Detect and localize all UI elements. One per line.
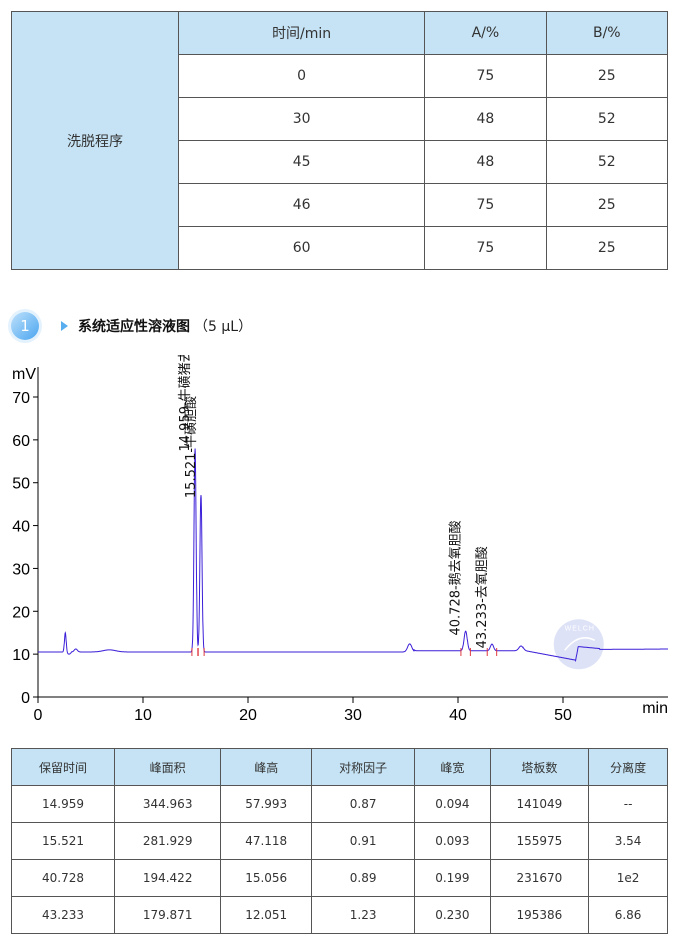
table-cell: 40.728 xyxy=(10,859,116,897)
section-injection-volume: （5 μL） xyxy=(194,319,253,335)
gradient-header-time: 时间/min xyxy=(177,11,426,55)
x-tick-label: 10 xyxy=(134,707,152,724)
y-tick-label: 60 xyxy=(12,433,30,450)
y-tick-label: 50 xyxy=(12,476,30,493)
gradient-cell: 75 xyxy=(424,226,547,270)
results-header: 峰宽 xyxy=(414,748,491,786)
y-tick-label: 70 xyxy=(12,390,30,407)
x-tick-label: 0 xyxy=(34,707,43,724)
x-axis-label: min xyxy=(642,700,668,717)
table-cell: 57.993 xyxy=(220,785,313,823)
table-cell: 6.86 xyxy=(588,896,668,934)
table-cell: 1e2 xyxy=(588,859,668,897)
table-cell: 0.87 xyxy=(311,785,416,823)
y-tick-label: 0 xyxy=(21,690,30,707)
y-tick-label: 20 xyxy=(12,604,30,621)
table-row: 40.728 194.422 15.056 0.89 0.199 231670 … xyxy=(10,859,668,897)
table-cell: 12.051 xyxy=(220,896,313,934)
gradient-cell: 52 xyxy=(545,97,669,141)
gradient-header-row: 洗脱程序 时间/min A/% B/% xyxy=(11,11,669,270)
gradient-cell: 46 xyxy=(177,183,426,227)
results-header: 峰高 xyxy=(220,748,313,786)
results-table: 保留时间 峰面积 峰高 对称因子 峰宽 塔板数 分离度 14.959 344.9… xyxy=(10,748,668,934)
table-cell: 344.963 xyxy=(114,785,222,823)
gradient-cell: 75 xyxy=(424,54,547,98)
table-row: 15.521 281.929 47.118 0.91 0.093 155975 … xyxy=(10,822,668,860)
gradient-header-b: B/% xyxy=(545,11,669,55)
table-cell: 194.422 xyxy=(114,859,222,897)
table-cell: 179.871 xyxy=(114,896,222,934)
results-header: 峰面积 xyxy=(114,748,222,786)
chromatogram-trace xyxy=(38,448,668,663)
table-cell: 281.929 xyxy=(114,822,222,860)
y-tick-label: 10 xyxy=(12,647,30,664)
results-header: 保留时间 xyxy=(10,748,116,786)
x-tick-label: 20 xyxy=(239,707,257,724)
y-tick-label: 30 xyxy=(12,561,30,578)
gradient-cell: 52 xyxy=(545,140,669,184)
x-tick-label: 40 xyxy=(449,707,467,724)
table-cell: 0.89 xyxy=(311,859,416,897)
gradient-row: 0 75 25 xyxy=(12,54,669,98)
gradient-cell: 60 xyxy=(177,226,426,270)
table-row: 43.233 179.871 12.051 1.23 0.230 195386 … xyxy=(10,896,668,934)
gradient-cell: 48 xyxy=(424,140,547,184)
table-cell: 15.056 xyxy=(220,859,313,897)
gradient-cell: 25 xyxy=(545,183,669,227)
table-cell: 155975 xyxy=(489,822,590,860)
table-cell: 43.233 xyxy=(10,896,116,934)
peak-label: 40.728-鹅去氧胆酸 xyxy=(448,520,464,635)
x-tick-label: 30 xyxy=(344,707,362,724)
section-number-badge: 1 xyxy=(11,312,39,340)
table-row: 14.959 344.963 57.993 0.87 0.094 141049 … xyxy=(10,785,668,823)
gradient-row: 45 48 52 xyxy=(12,140,669,184)
watermark-text: WELCH xyxy=(565,625,595,632)
watermark-swoosh xyxy=(564,637,596,651)
table-cell: 0.199 xyxy=(414,859,491,897)
results-header: 分离度 xyxy=(588,748,668,786)
table-cell: 231670 xyxy=(489,859,590,897)
peak-label: 14.959-牛磺猪去氧胆酸 xyxy=(178,355,193,452)
results-header-row: 保留时间 峰面积 峰高 对称因子 峰宽 塔板数 分离度 xyxy=(10,748,668,786)
gradient-table: 洗脱程序 时间/min A/% B/% 0 75 25 30 48 52 45 … xyxy=(11,11,669,270)
gradient-cell: 25 xyxy=(545,226,669,270)
chromatogram-chart: WELCH 0 10 20 30 40 50 60 70 0 10 20 30 40 50 mV min 14.9… xyxy=(12,355,668,724)
peak-label: 43.233-去氧胆酸 xyxy=(475,546,490,648)
gradient-header-a: A/% xyxy=(424,11,547,55)
section-header: 1 系统适应性溶液图 （5 μL） xyxy=(11,308,252,344)
table-cell: 15.521 xyxy=(10,822,116,860)
gradient-row: 60 75 25 xyxy=(12,226,669,270)
table-cell: 47.118 xyxy=(220,822,313,860)
gradient-cell: 0 xyxy=(177,54,426,98)
table-cell: 3.54 xyxy=(588,822,668,860)
play-arrow-icon xyxy=(61,321,68,331)
gradient-cell: 45 xyxy=(177,140,426,184)
gradient-row-label: 洗脱程序 xyxy=(11,11,179,270)
table-cell: 141049 xyxy=(489,785,590,823)
table-cell: 0.093 xyxy=(414,822,491,860)
gradient-cell: 25 xyxy=(545,54,669,98)
gradient-cell: 30 xyxy=(177,97,426,141)
y-tick-label: 40 xyxy=(12,519,30,536)
x-tick-label: 50 xyxy=(554,707,572,724)
gradient-row: 46 75 25 xyxy=(12,183,669,227)
results-header: 塔板数 xyxy=(489,748,590,786)
table-cell: 0.91 xyxy=(311,822,416,860)
table-cell: 0.230 xyxy=(414,896,491,934)
peak-label: 15.521-牛磺胆酸 xyxy=(184,396,199,498)
results-header: 对称因子 xyxy=(311,748,416,786)
table-cell: 1.23 xyxy=(311,896,416,934)
watermark-logo-icon xyxy=(553,619,604,670)
gradient-cell: 75 xyxy=(424,183,547,227)
y-axis-label: mV xyxy=(12,366,36,383)
table-cell: 195386 xyxy=(489,896,590,934)
table-cell: -- xyxy=(588,785,668,823)
table-cell: 0.094 xyxy=(414,785,491,823)
table-cell: 14.959 xyxy=(10,785,116,823)
section-title: 系统适应性溶液图 xyxy=(78,319,190,335)
gradient-cell: 48 xyxy=(424,97,547,141)
